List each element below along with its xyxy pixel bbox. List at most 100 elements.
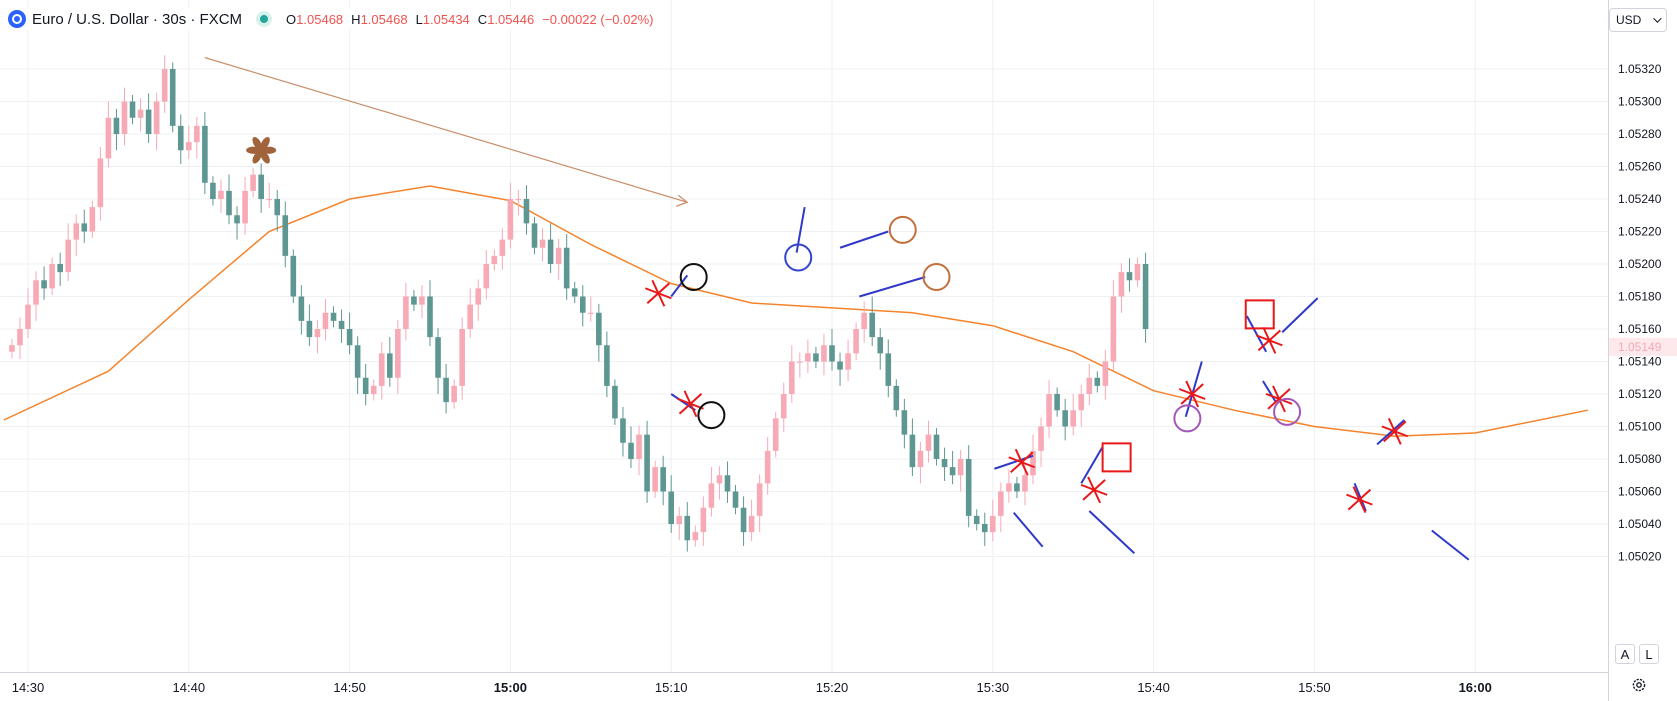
candle-body <box>314 329 321 338</box>
candle <box>901 398 908 449</box>
candle-body <box>628 442 634 459</box>
candle-body <box>555 247 562 264</box>
red-star-mark <box>1256 326 1283 354</box>
candle <box>973 509 980 531</box>
auto-scale-button[interactable]: A <box>1615 644 1635 664</box>
candle <box>772 411 779 458</box>
candle-body <box>1078 394 1085 411</box>
candle-body <box>1014 483 1020 492</box>
candle <box>813 346 819 368</box>
price-tick-label: 1.05220 <box>1618 225 1662 239</box>
candle <box>853 322 859 360</box>
chevron-down-icon <box>1653 14 1662 23</box>
high-label: H <box>351 11 361 27</box>
candle-body <box>250 174 256 191</box>
candle <box>644 420 650 503</box>
candle <box>81 209 88 243</box>
candle <box>957 450 964 492</box>
candle <box>314 320 321 354</box>
candle <box>419 285 425 319</box>
candle <box>1102 350 1109 400</box>
candle-body <box>419 296 425 305</box>
candle-body <box>764 450 771 484</box>
candle-body <box>925 434 932 451</box>
candle <box>990 499 996 542</box>
candle <box>1094 371 1101 393</box>
red-star-mark <box>1265 385 1293 413</box>
price-tick-label: 1.05300 <box>1618 95 1662 109</box>
candle <box>435 328 441 394</box>
candle-body <box>9 345 15 352</box>
candle <box>330 306 337 328</box>
candle-body <box>443 377 449 403</box>
candle <box>121 87 128 146</box>
candle-body <box>837 361 843 370</box>
candle-body <box>1102 361 1109 386</box>
candle <box>282 201 289 268</box>
drawn-blue-line <box>859 276 926 298</box>
square-mark <box>1101 442 1132 473</box>
candle-body <box>483 264 490 289</box>
candle <box>547 223 554 273</box>
candle-body <box>33 280 39 305</box>
candle <box>129 95 136 125</box>
candle <box>113 108 120 151</box>
candle <box>925 420 932 463</box>
candle-body <box>917 450 924 468</box>
candle-body <box>177 125 184 151</box>
candle <box>145 93 152 143</box>
candle <box>981 512 988 546</box>
candle <box>105 101 112 168</box>
symbol-title[interactable]: Euro / U.S. Dollar · 30s · FXCM <box>32 10 243 28</box>
candle <box>475 279 482 321</box>
circle-mark <box>784 243 813 272</box>
log-scale-button[interactable]: L <box>1639 644 1659 664</box>
candle <box>362 363 369 406</box>
candle-body <box>1142 264 1149 329</box>
candle-body <box>1126 272 1133 281</box>
circle-mark <box>697 401 726 430</box>
candle <box>523 185 530 235</box>
red-star-mark <box>1008 448 1036 476</box>
flower-petal <box>260 150 270 164</box>
candle <box>226 174 232 225</box>
candle-body <box>411 296 417 305</box>
candle <box>177 114 184 165</box>
flower-petal <box>262 146 277 154</box>
time-tick-label: 16:00 <box>1459 680 1492 695</box>
currency-select[interactable]: USD <box>1609 8 1667 32</box>
red-star-mark <box>1080 476 1108 504</box>
last-price-label: 1.05149 <box>1618 340 1662 354</box>
star-stroke <box>678 393 703 415</box>
candle-body <box>499 239 506 256</box>
candle-body <box>354 345 361 378</box>
candle-body <box>258 174 264 199</box>
circle-mark <box>922 263 951 291</box>
candle-body <box>145 109 152 134</box>
candle <box>837 352 843 386</box>
candle-body <box>636 434 642 459</box>
gear-icon[interactable] <box>1631 677 1647 693</box>
candle-body <box>435 337 441 378</box>
candle <box>845 339 851 381</box>
candle-body <box>362 377 369 394</box>
drawn-blue-line <box>1281 297 1319 333</box>
candle-body <box>716 475 723 484</box>
candle <box>764 437 771 495</box>
price-tick-label: 1.05060 <box>1618 485 1662 499</box>
flower-petal <box>260 136 270 150</box>
candle <box>877 328 884 370</box>
candle <box>427 280 433 347</box>
candle <box>41 266 47 300</box>
candle <box>370 379 377 401</box>
price-tick-label: 1.05080 <box>1618 452 1662 466</box>
candle-body <box>370 385 377 394</box>
candle-body <box>708 483 715 508</box>
candle-body <box>451 385 457 403</box>
symbol-legend[interactable]: Euro / U.S. Dollar · 30s · FXCM O 1.05468… <box>8 8 654 30</box>
square-mark <box>1244 299 1275 330</box>
market-status-icon[interactable] <box>256 11 273 27</box>
ma-line <box>3 185 1588 437</box>
